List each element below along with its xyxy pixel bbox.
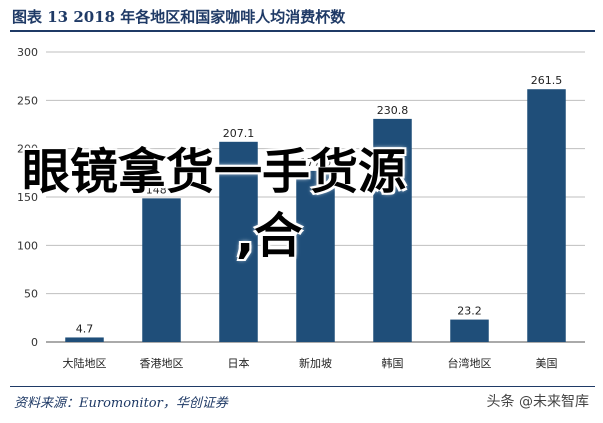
overlay-banner: 眼镜拿货一手货源 ,合 [22,140,592,268]
value-label: 261.5 [531,74,563,87]
source-rule [10,386,595,387]
y-tick-label: 0 [31,336,38,349]
source-note: 资料来源：Euromonitor，华创证券 [14,396,228,411]
overlay-line-2: ,合 [236,208,303,264]
y-tick-label: 100 [17,239,38,252]
x-tick-label: 大陆地区 [63,356,107,370]
bar [527,89,566,342]
value-label: 4.7 [76,322,94,335]
y-tick-label: 150 [17,191,38,204]
y-tick-label: 300 [17,46,38,59]
bar [142,198,181,342]
bar [296,170,335,342]
x-axis-ticks: 大陆地区 香港地区 日本 新加坡 韩国 台湾地区 美国 [63,356,558,370]
bar [219,141,258,342]
x-tick-label: 新加坡 [299,356,332,370]
y-tick-label: 50 [24,288,38,301]
value-label: 230.8 [377,104,409,117]
y-axis-ticks: 0 50 100 150 200 250 300 [17,46,38,349]
x-tick-label: 日本 [228,356,250,370]
bar [450,319,489,342]
value-label: 148.6 [146,183,178,196]
bar [373,118,412,342]
x-tick-label: 韩国 [382,356,404,370]
value-label: 23.2 [457,305,482,318]
watermark: 头条 @未来智库 [486,394,589,410]
x-tick-label: 台湾地区 [448,356,492,370]
y-tick-label: 200 [17,143,38,156]
bar [65,337,104,342]
y-tick-label: 250 [17,94,38,107]
x-tick-label: 美国 [536,357,558,370]
overlay-line-1: 眼镜拿货一手货源 [22,144,407,200]
bars [65,89,566,342]
value-label: 207.1 [223,127,255,140]
title-rule [10,30,595,32]
chart-title: 图表 13 2018 年各地区和国家咖啡人均消费杯数 [12,8,346,26]
value-label: 177.0 [300,156,332,169]
value-labels: 4.7 148.6 207.1 177.0 230.8 23.2 261.5 [76,74,563,335]
x-tick-label: 香港地区 [140,357,184,370]
